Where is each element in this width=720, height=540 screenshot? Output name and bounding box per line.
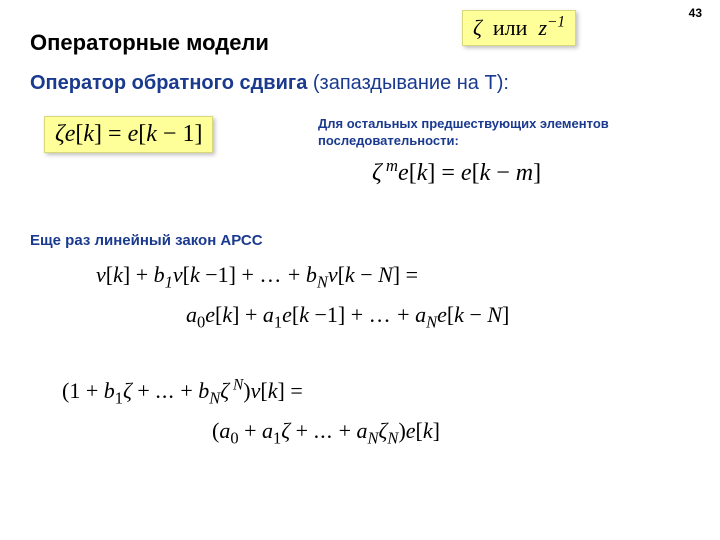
desc-remaining-elements: Для остальных предшествующих элементов п… [318, 116, 618, 150]
subtitle: Оператор обратного сдвига (запаздывание … [30, 72, 509, 95]
page-number: 43 [689, 6, 702, 20]
formula-arss-op-line1: (1 + b1ζ + ... + bNζ N)v[k] = [62, 378, 702, 404]
subtitle-bold: Оператор обратного сдвига [30, 72, 307, 94]
formula-arss-line2: a0e[k] + a1e[k −1] + … + aNe[k − N] [186, 302, 716, 328]
formula-arss-op-line2: (a0 + a1ζ + ... + aNζN)e[k] [212, 418, 702, 444]
zeta-or-z-box: ζ или z−1 [462, 10, 576, 46]
page-title: Операторные модели [30, 30, 269, 56]
formula-arss-expanded: v[k] + b1v[k −1] + … + bNv[k − N] = a0e[… [96, 262, 716, 328]
formula-shift-m: ζ me[k] = e[k − m] [372, 160, 541, 187]
formula-arss-line1: v[k] + b1v[k −1] + … + bNv[k − N] = [96, 262, 716, 288]
arss-label: Еще раз линейный закон АРСС [30, 232, 263, 249]
subtitle-rest: (запаздывание на Т): [307, 72, 509, 94]
formula-shift-operator: ζe[k] = e[k − 1] [44, 116, 213, 153]
formula-arss-operator: (1 + b1ζ + ... + bNζ N)v[k] = (a0 + a1ζ … [62, 378, 702, 444]
